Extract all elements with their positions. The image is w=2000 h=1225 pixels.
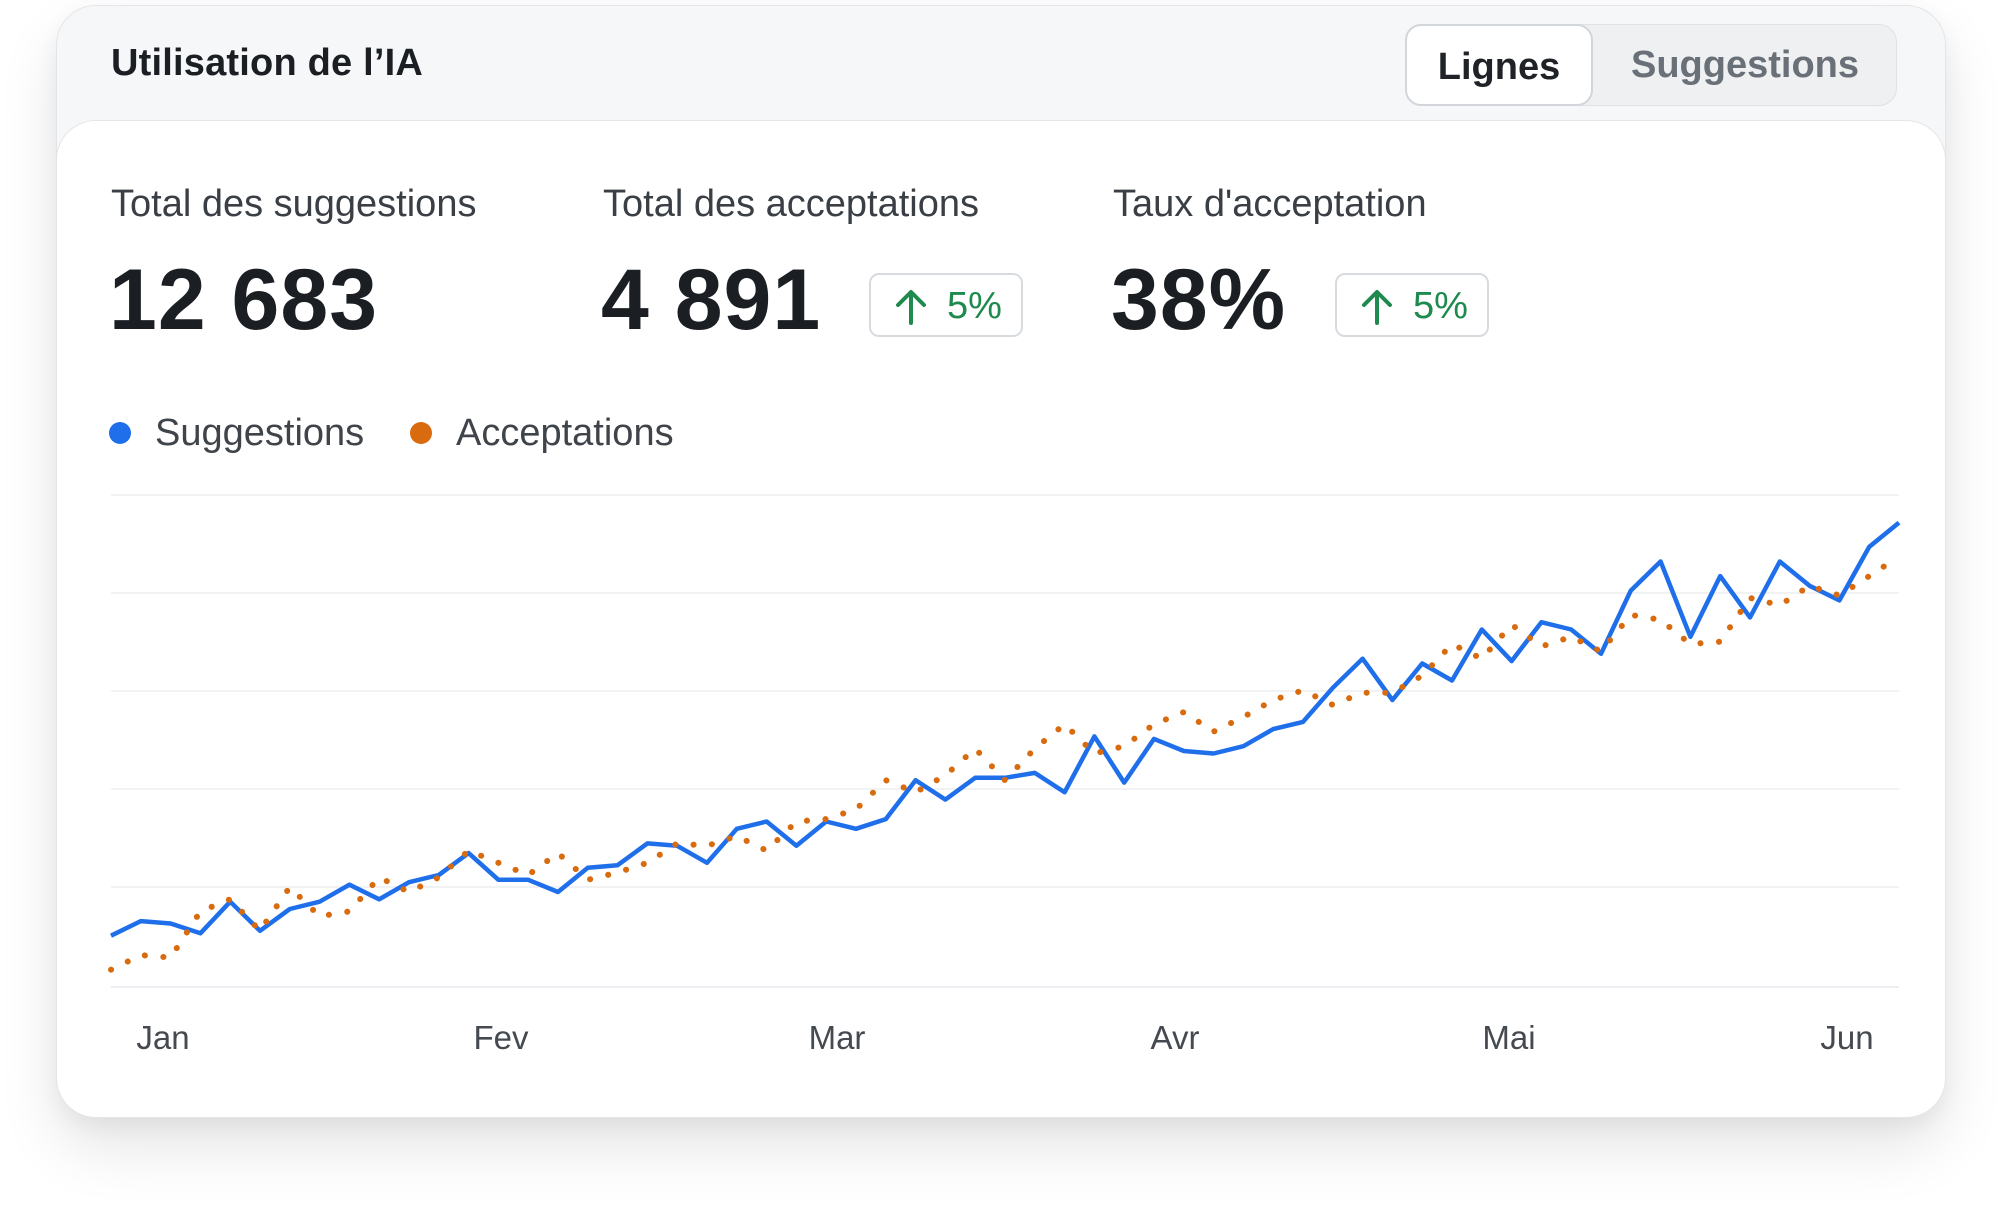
legend-label-acceptations: Acceptations — [456, 411, 674, 454]
series-line-acceptations — [108, 553, 1902, 973]
acceptations-change-badge: 5% — [869, 273, 1023, 337]
x-tick-label: Mai — [1482, 1019, 1535, 1056]
tab-lignes[interactable]: Lignes — [1405, 24, 1593, 106]
total-acceptations-label: Total des acceptations — [603, 183, 980, 225]
x-tick-label: Fev — [473, 1019, 529, 1056]
legend-label-suggestions: Suggestions — [155, 411, 365, 454]
total-suggestions-label: Total des suggestions — [111, 183, 477, 225]
x-tick-label: Jan — [136, 1019, 189, 1056]
arrow-up-icon — [1362, 290, 1392, 325]
total-suggestions-value: 12 683 — [109, 252, 379, 348]
legend-acceptations: Acceptations — [410, 411, 674, 455]
total-acceptations-value: 4 891 — [601, 252, 822, 348]
arrow-up-icon — [896, 290, 926, 325]
acceptance-rate-label: Taux d'acceptation — [1113, 183, 1427, 225]
x-tick-label: Avr — [1151, 1019, 1200, 1056]
x-tick-label: Mar — [809, 1019, 866, 1056]
usage-line-chart: Jan Fev Mar Avr Mai Jun — [108, 494, 1902, 1056]
rate-change-badge: 5% — [1335, 273, 1489, 337]
acceptance-rate-value: 38% — [1111, 252, 1287, 348]
card-title: Utilisation de l’IA — [111, 42, 424, 84]
metrics-panel: Total des suggestions 12 683 Total des a… — [56, 120, 1946, 1118]
series-line-suggestions — [110, 520, 1901, 938]
ai-usage-card: Utilisation de l’IA Lignes Suggestions T… — [56, 5, 1946, 1118]
x-tick-label: Jun — [1820, 1019, 1873, 1056]
rate-change-value: 5% — [1413, 285, 1468, 327]
acceptations-change-value: 5% — [947, 285, 1002, 327]
tab-suggestions[interactable]: Suggestions — [1630, 44, 1860, 86]
legend-dot-suggestions — [109, 422, 131, 444]
legend-suggestions: Suggestions — [109, 411, 364, 455]
legend-dot-acceptations — [410, 422, 432, 444]
view-toggle: Lignes Suggestions — [1405, 24, 1897, 106]
